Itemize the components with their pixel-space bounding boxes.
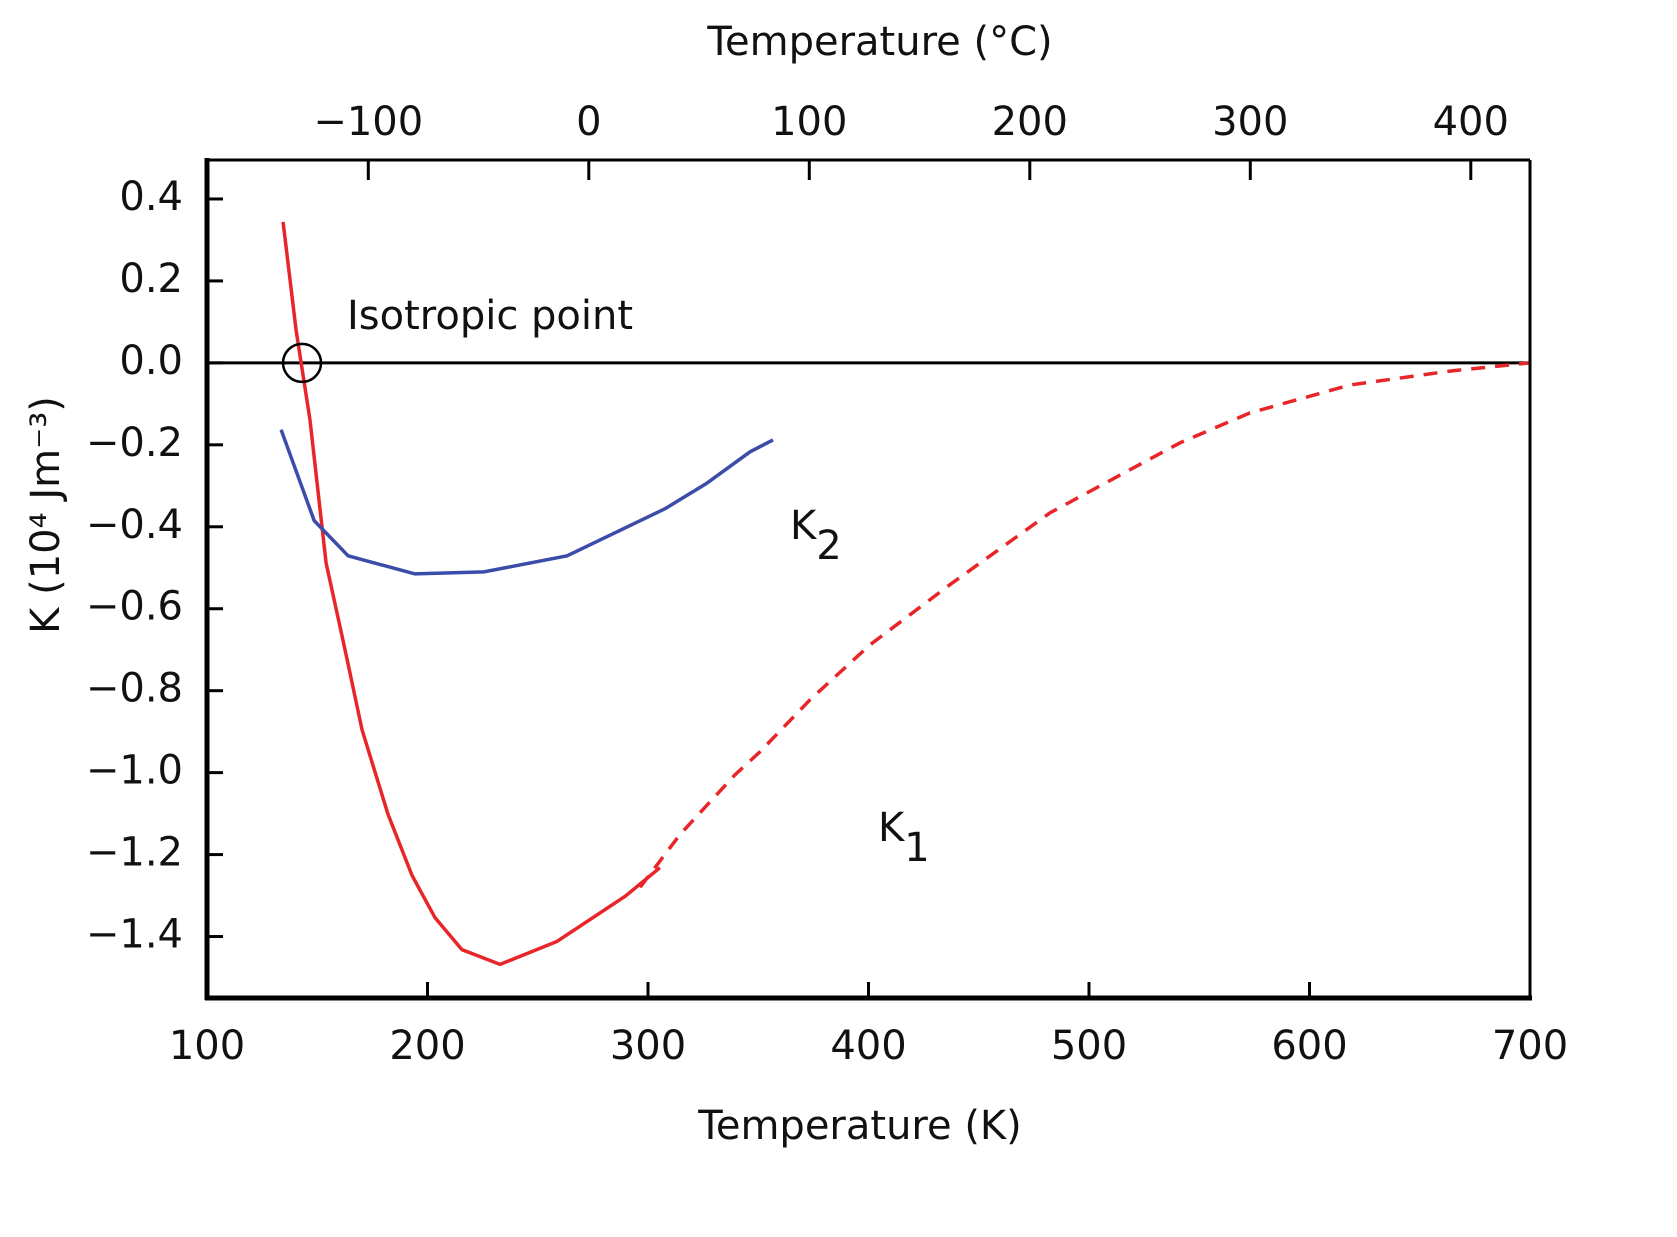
x2-tick-label: 400 xyxy=(1433,99,1509,145)
isotropic-point xyxy=(281,342,323,384)
series-label: K2 xyxy=(790,503,842,569)
y-tick-label: −1.4 xyxy=(86,912,183,958)
y-axis-title: K (10⁴ Jm⁻³) xyxy=(23,396,69,634)
y-tick-label: −0.6 xyxy=(86,584,183,630)
x2-tick-label: 200 xyxy=(992,99,1068,145)
x-tick-label: 400 xyxy=(830,1023,906,1069)
x2-tick-label: 100 xyxy=(771,99,847,145)
x2-tick-label: −100 xyxy=(313,99,423,145)
y-tick-label: 0.4 xyxy=(119,174,183,220)
x-tick-label: 500 xyxy=(1051,1023,1127,1069)
series-line xyxy=(279,429,774,576)
y-tick-label: −1.0 xyxy=(86,748,183,794)
y-tick-label: 0.2 xyxy=(119,256,183,302)
series-label: K1 xyxy=(878,805,930,871)
isotropic-label: Isotropic point xyxy=(347,293,633,339)
y-tick-label: −1.2 xyxy=(86,830,183,876)
x-tick-label: 100 xyxy=(169,1023,245,1069)
x2-axis-title: Temperature (°C) xyxy=(706,19,1052,65)
y-tick-label: 0.0 xyxy=(119,338,183,384)
series-line xyxy=(281,221,662,967)
subscript: 1 xyxy=(904,825,929,871)
x-axis-title: Temperature (K) xyxy=(697,1103,1022,1149)
y-tick-label: −0.2 xyxy=(86,420,183,466)
x-tick-label: 200 xyxy=(389,1023,465,1069)
x2-tick-label: 0 xyxy=(576,99,601,145)
x-tick-label: 700 xyxy=(1492,1023,1568,1069)
subscript: 2 xyxy=(816,523,841,569)
x-tick-label: 600 xyxy=(1271,1023,1347,1069)
x2-tick-label: 300 xyxy=(1212,99,1288,145)
x-tick-label: 300 xyxy=(610,1023,686,1069)
series-line xyxy=(638,361,1531,889)
y-tick-label: −0.4 xyxy=(86,502,183,548)
y-tick-label: −0.8 xyxy=(86,666,183,712)
